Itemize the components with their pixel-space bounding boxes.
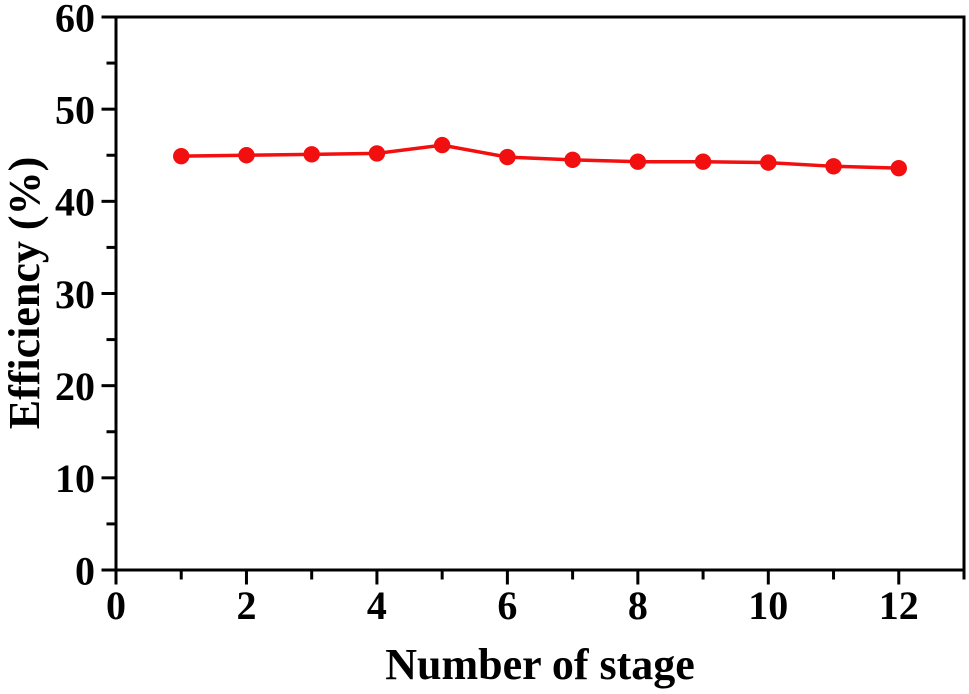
data-point-marker <box>694 153 712 170</box>
y-tick-label: 20 <box>55 364 95 409</box>
data-point-marker <box>760 154 777 171</box>
data-point-marker <box>433 136 451 154</box>
x-tick-label: 0 <box>106 583 126 628</box>
x-tick-label: 2 <box>236 583 256 628</box>
data-point-marker <box>303 146 320 163</box>
y-axis-title: Efficiency (%) <box>0 156 49 430</box>
x-tick-label: 4 <box>367 583 387 628</box>
x-axis-title: Number of stage <box>385 640 695 689</box>
y-tick-label: 50 <box>55 88 95 133</box>
x-tick-label: 8 <box>628 583 648 628</box>
data-point-marker <box>499 148 516 166</box>
data-point-marker <box>825 158 842 175</box>
data-point-marker <box>368 145 386 162</box>
series-line <box>181 143 899 170</box>
y-tick-label: 60 <box>55 0 95 40</box>
y-tick-label: 30 <box>55 272 95 317</box>
data-point-marker <box>173 147 190 165</box>
x-tick-label: 10 <box>748 583 788 628</box>
data-point-marker <box>890 159 907 177</box>
data-point-marker <box>238 147 255 164</box>
x-tick-label: 6 <box>497 583 517 628</box>
y-tick-label: 10 <box>55 456 95 501</box>
y-tick-label: 0 <box>75 548 95 593</box>
x-tick-label: 12 <box>879 583 919 628</box>
plot-frame <box>114 15 966 572</box>
data-point-marker <box>629 153 647 170</box>
data-point-marker <box>564 151 581 169</box>
y-tick-label: 40 <box>55 180 95 225</box>
